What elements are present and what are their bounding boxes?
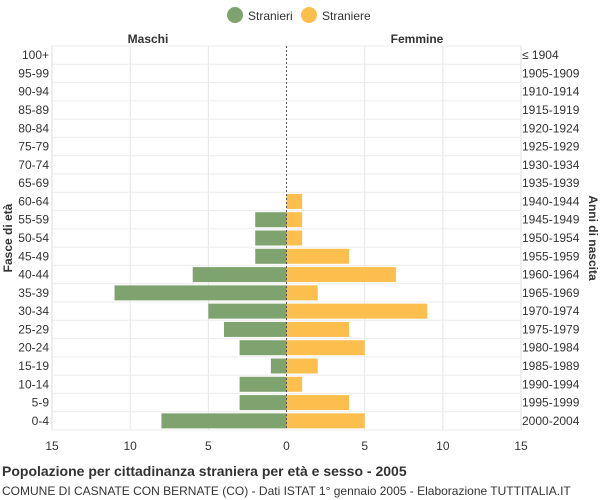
bar-straniere-5-9: [286, 395, 350, 411]
bar-straniere-60-64: [286, 193, 303, 209]
bar-stranieri-15-19: [270, 358, 287, 374]
birth-year-label: 1945-1949: [522, 213, 580, 227]
age-group-label: 25-29: [18, 322, 49, 336]
bar-stranieri-55-59: [255, 212, 287, 228]
age-group-label: 55-59: [18, 213, 49, 227]
birth-year-label: 1940-1944: [522, 194, 580, 208]
bar-straniere-25-29: [286, 321, 350, 337]
birth-year-label: 1995-1999: [522, 396, 580, 410]
bar-straniere-10-14: [286, 376, 303, 392]
age-group-label: 95-99: [18, 66, 49, 80]
age-group-label: 45-49: [18, 249, 49, 263]
birth-year-label: 1950-1954: [522, 231, 580, 245]
birth-year-label: 1960-1964: [522, 268, 580, 282]
age-group-label: 20-24: [18, 341, 49, 355]
age-group-label: 80-84: [18, 121, 49, 135]
chart-subtitle: COMUNE DI CASNATE CON BERNATE (CO) - Dat…: [2, 484, 571, 498]
birth-year-label: 1955-1959: [522, 249, 580, 263]
birth-year-label: 1985-1989: [522, 359, 580, 373]
y-axis-title-left: Fasce di età: [1, 203, 15, 272]
birth-year-label: 1935-1939: [522, 176, 580, 190]
legend-label-stranieri: Stranieri: [248, 9, 293, 23]
chart-title: Popolazione per cittadinanza straniera p…: [2, 463, 407, 479]
x-tick-label: 10: [123, 439, 137, 453]
age-group-label: 100+: [22, 48, 49, 62]
birth-year-label: 1965-1969: [522, 286, 580, 300]
x-tick-label: 0: [283, 439, 290, 453]
bar-stranieri-0-4: [161, 413, 287, 429]
legend-swatch-straniere: [301, 7, 317, 23]
x-tick-label: 5: [361, 439, 368, 453]
birth-year-label: 1970-1974: [522, 304, 580, 318]
age-group-label: 85-89: [18, 103, 49, 117]
age-group-label: 30-34: [18, 304, 49, 318]
bar-straniere-15-19: [286, 358, 318, 374]
bar-straniere-55-59: [286, 212, 303, 228]
x-tick-label: 15: [514, 439, 528, 453]
age-group-label: 10-14: [18, 377, 49, 391]
birth-year-label: 1975-1979: [522, 322, 580, 336]
birth-year-label: 1920-1924: [522, 121, 580, 135]
bar-straniere-20-24: [286, 340, 365, 356]
age-group-label: 50-54: [18, 231, 49, 245]
birth-year-label: 1980-1984: [522, 341, 580, 355]
bar-straniere-35-39: [286, 285, 318, 301]
legend-swatch-stranieri: [227, 7, 243, 23]
bar-stranieri-45-49: [255, 248, 287, 264]
x-tick-label: 5: [205, 439, 212, 453]
age-group-label: 35-39: [18, 286, 49, 300]
y-axis-title-right: Anni di nascita: [586, 195, 600, 281]
age-group-label: 70-74: [18, 158, 49, 172]
bar-stranieri-25-29: [223, 321, 287, 337]
age-group-label: 0-4: [32, 414, 50, 428]
birth-year-label: 2000-2004: [522, 414, 580, 428]
legend-label-straniere: Straniere: [322, 9, 371, 23]
bar-straniere-40-44: [286, 267, 396, 283]
birth-year-label: 1930-1934: [522, 158, 580, 172]
bar-straniere-0-4: [286, 413, 365, 429]
birth-year-label: ≤ 1904: [522, 48, 559, 62]
bar-straniere-45-49: [286, 248, 350, 264]
bar-stranieri-5-9: [239, 395, 287, 411]
left-header-maschi: Maschi: [128, 32, 169, 46]
birth-year-label: 1925-1929: [522, 140, 580, 154]
birth-year-label: 1910-1914: [522, 85, 580, 99]
age-group-label: 40-44: [18, 268, 49, 282]
age-group-label: 5-9: [32, 396, 50, 410]
age-group-label: 75-79: [18, 140, 49, 154]
birth-year-label: 1905-1909: [522, 66, 580, 80]
bar-stranieri-35-39: [114, 285, 287, 301]
bar-straniere-30-34: [286, 303, 428, 319]
age-group-label: 90-94: [18, 85, 49, 99]
age-group-label: 65-69: [18, 176, 49, 190]
bar-straniere-50-54: [286, 230, 303, 246]
x-tick-label: 15: [45, 439, 59, 453]
birth-year-label: 1915-1919: [522, 103, 580, 117]
bar-stranieri-10-14: [239, 376, 287, 392]
age-group-label: 60-64: [18, 194, 49, 208]
age-group-label: 15-19: [18, 359, 49, 373]
bar-stranieri-20-24: [239, 340, 287, 356]
bar-stranieri-50-54: [255, 230, 287, 246]
birth-year-label: 1990-1994: [522, 377, 580, 391]
x-tick-label: 10: [436, 439, 450, 453]
right-header-femmine: Femmine: [391, 32, 444, 46]
bar-stranieri-40-44: [192, 267, 287, 283]
bar-stranieri-30-34: [208, 303, 287, 319]
